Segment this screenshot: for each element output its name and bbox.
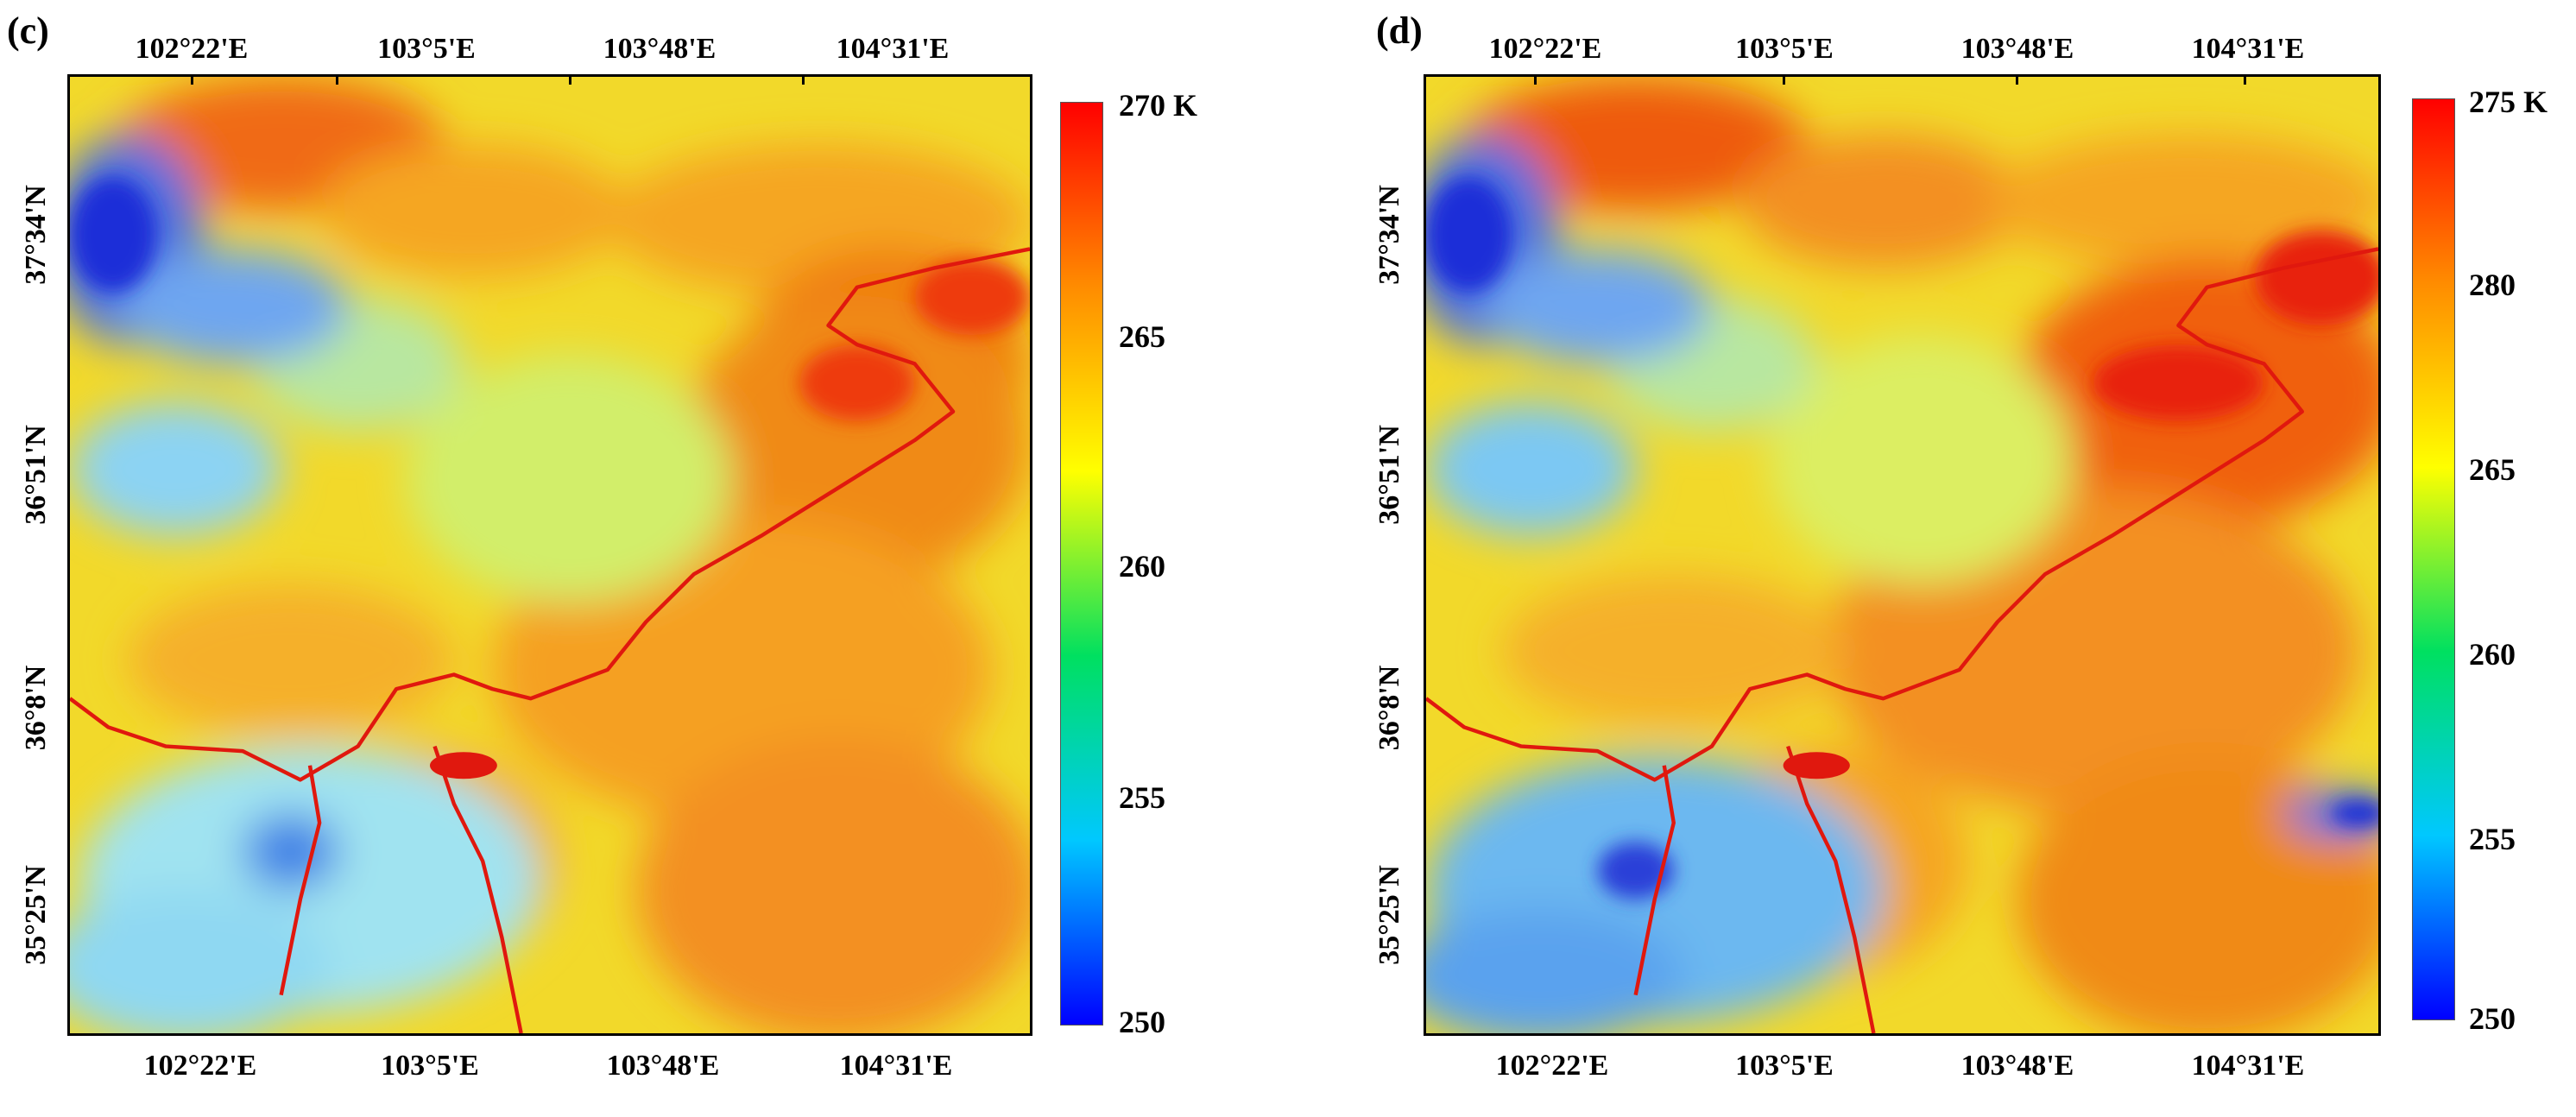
colorbar-label: 255 bbox=[2469, 822, 2516, 856]
tick-mark bbox=[569, 74, 571, 85]
tick-mark bbox=[2244, 74, 2246, 85]
colorbar-label: 260 bbox=[1119, 549, 1165, 584]
colorbar-label: 275 K bbox=[2469, 85, 2548, 119]
lat-label: 35°25'N bbox=[20, 865, 52, 965]
lon-label-bottom: 104°31'E bbox=[839, 1050, 953, 1082]
lon-label-bottom: 102°22'E bbox=[143, 1050, 257, 1082]
colorbar-label: 265 bbox=[1119, 319, 1165, 354]
panel-label: (d) bbox=[1376, 9, 1423, 52]
lon-label-top: 102°22'E bbox=[1488, 33, 1602, 65]
lon-label-bottom: 102°22'E bbox=[1495, 1050, 1609, 1082]
lat-label: 35°25'N bbox=[1373, 865, 1405, 965]
colorbar-label: 250 bbox=[1119, 1005, 1165, 1039]
lon-label-bottom: 104°31'E bbox=[2191, 1050, 2305, 1082]
lon-label-bottom: 103°5'E bbox=[1735, 1050, 1834, 1082]
lon-label-top: 103°48'E bbox=[1960, 33, 2074, 65]
colorbar-label: 260 bbox=[2469, 637, 2516, 672]
map-raster bbox=[70, 77, 1030, 1033]
tick-mark bbox=[191, 74, 193, 85]
colorbar bbox=[2412, 98, 2455, 1020]
lat-label: 37°34'N bbox=[20, 185, 52, 285]
panel-d: (d) bbox=[1288, 0, 2576, 1117]
temperature-map[interactable] bbox=[67, 74, 1032, 1036]
colorbar-label: 255 bbox=[1119, 780, 1165, 815]
lon-label-bottom: 103°48'E bbox=[1960, 1050, 2074, 1082]
lon-label-top: 102°22'E bbox=[135, 33, 249, 65]
tick-mark bbox=[802, 74, 805, 85]
lon-label-top: 104°31'E bbox=[2191, 33, 2305, 65]
colorbar-label: 280 bbox=[2469, 268, 2516, 302]
panel-label: (c) bbox=[7, 9, 49, 52]
lon-label-bottom: 103°5'E bbox=[381, 1050, 479, 1082]
tick-mark bbox=[1534, 74, 1537, 85]
lon-label-top: 103°48'E bbox=[603, 33, 717, 65]
lon-label-top: 104°31'E bbox=[836, 33, 950, 65]
colorbar-label: 250 bbox=[2469, 1001, 2516, 1036]
colorbar-label: 270 K bbox=[1119, 88, 1198, 123]
colorbar-label: 265 bbox=[2469, 452, 2516, 487]
lon-label-top: 103°5'E bbox=[377, 33, 476, 65]
lat-label: 36°8'N bbox=[1373, 665, 1405, 751]
lon-label-bottom: 103°48'E bbox=[606, 1050, 720, 1082]
temperature-map[interactable] bbox=[1424, 74, 2381, 1036]
tick-mark bbox=[1783, 74, 1785, 85]
colorbar bbox=[1060, 102, 1103, 1025]
lon-label-top: 103°5'E bbox=[1735, 33, 1834, 65]
lat-label: 36°51'N bbox=[20, 425, 52, 525]
map-raster bbox=[1426, 77, 2378, 1033]
tick-mark bbox=[2016, 74, 2018, 85]
tick-mark bbox=[336, 74, 338, 85]
lat-label: 37°34'N bbox=[1373, 185, 1405, 285]
panel-c: (c) bbox=[7, 9, 1198, 1082]
lat-label: 36°51'N bbox=[1373, 425, 1405, 525]
lat-label: 36°8'N bbox=[20, 665, 52, 751]
